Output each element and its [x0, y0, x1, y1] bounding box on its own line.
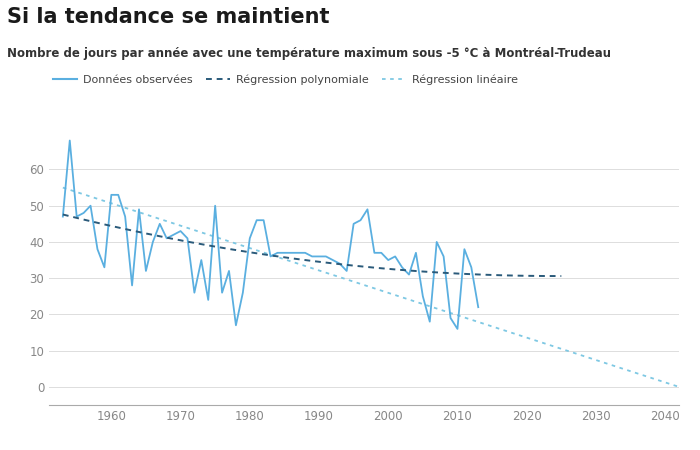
- Text: Nombre de jours par année avec une température maximum sous -5 °C à Montréal-Tru: Nombre de jours par année avec une tempé…: [7, 47, 611, 60]
- Text: Si la tendance se maintient: Si la tendance se maintient: [7, 7, 330, 27]
- Legend: Données observées, Régression polynomiale, Régression linéaire: Données observées, Régression polynomial…: [48, 70, 522, 90]
